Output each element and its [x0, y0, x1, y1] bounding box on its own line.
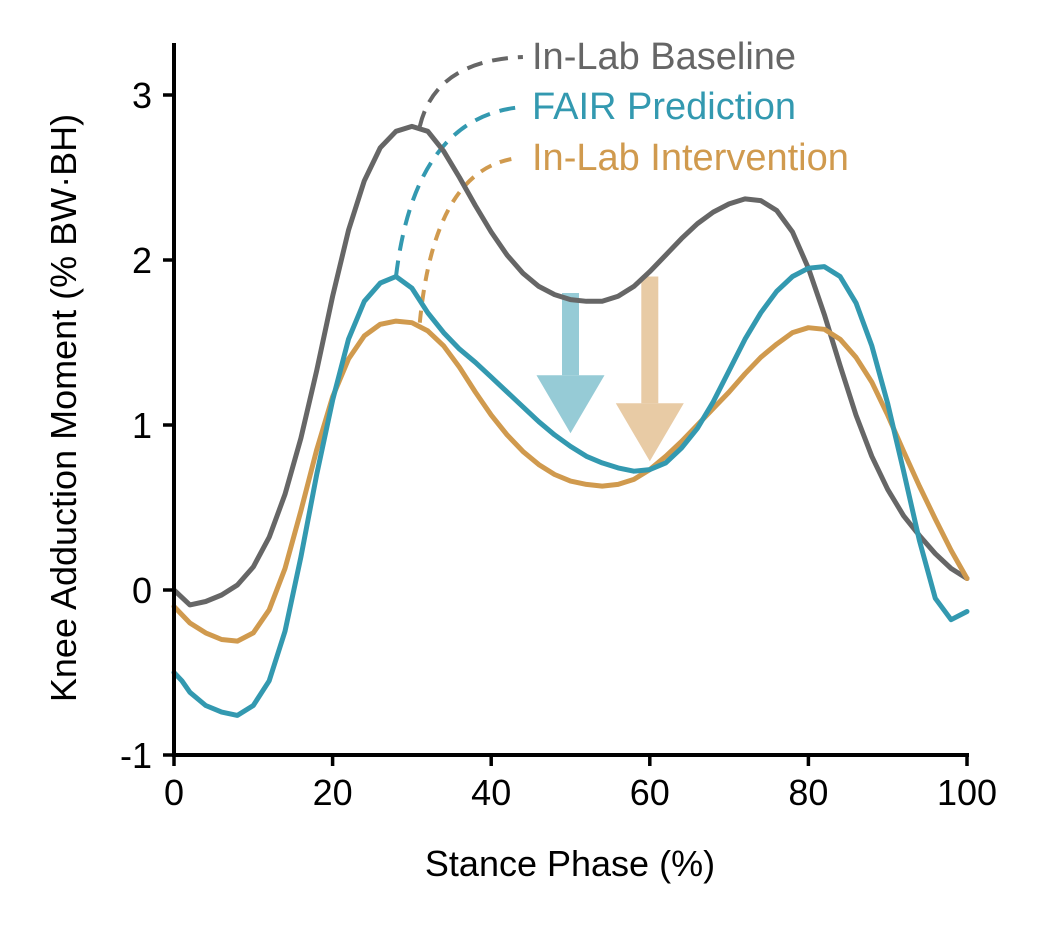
leader-line-in-lab-intervention: [417, 156, 520, 323]
legend-label-in-lab-baseline: In-Lab Baseline: [532, 36, 796, 78]
x-axis-title: Stance Phase (%): [425, 843, 715, 884]
y-tick-label-1: 1: [132, 405, 152, 446]
x-tick-label-80: 80: [788, 772, 828, 813]
y-axis-title: Knee Adduction Moment (% BW·BH): [43, 114, 84, 702]
axes-layer: 0 20 40 60 80 100 -1 0 1 2 3: [120, 43, 997, 813]
x-tick-label-40: 40: [471, 772, 511, 813]
series-line-fair-prediction: [171, 264, 970, 718]
legend-label-fair-prediction: FAIR Prediction: [532, 86, 796, 128]
x-tick-label-20: 20: [313, 772, 353, 813]
y-tick-label-2: 2: [132, 240, 152, 281]
arrow-head-2: [615, 403, 684, 462]
arrow-shaft-1: [562, 293, 579, 376]
series-line-in-lab-intervention: [171, 318, 970, 644]
x-tick-label-100: 100: [937, 772, 997, 813]
y-tick-label--1: -1: [120, 735, 152, 776]
x-tick-label-60: 60: [630, 772, 670, 813]
leader-line-fair-prediction: [394, 105, 524, 277]
arrow-head-1: [536, 375, 605, 434]
leader-line-in-lab-baseline: [417, 55, 523, 127]
annotations-layer: [394, 55, 684, 462]
arrow-shaft-2: [641, 276, 659, 404]
y-tick-label-0: 0: [132, 570, 152, 611]
x-tick-label-0: 0: [164, 772, 184, 813]
legend-layer: In-Lab Baseline FAIR Prediction In-Lab Int…: [532, 36, 849, 179]
series-layer: [171, 123, 970, 718]
y-tick-label-3: 3: [132, 75, 152, 116]
series-line-in-lab-baseline: [171, 123, 970, 608]
legend-label-in-lab-intervention: In-Lab Intervention: [532, 137, 849, 179]
